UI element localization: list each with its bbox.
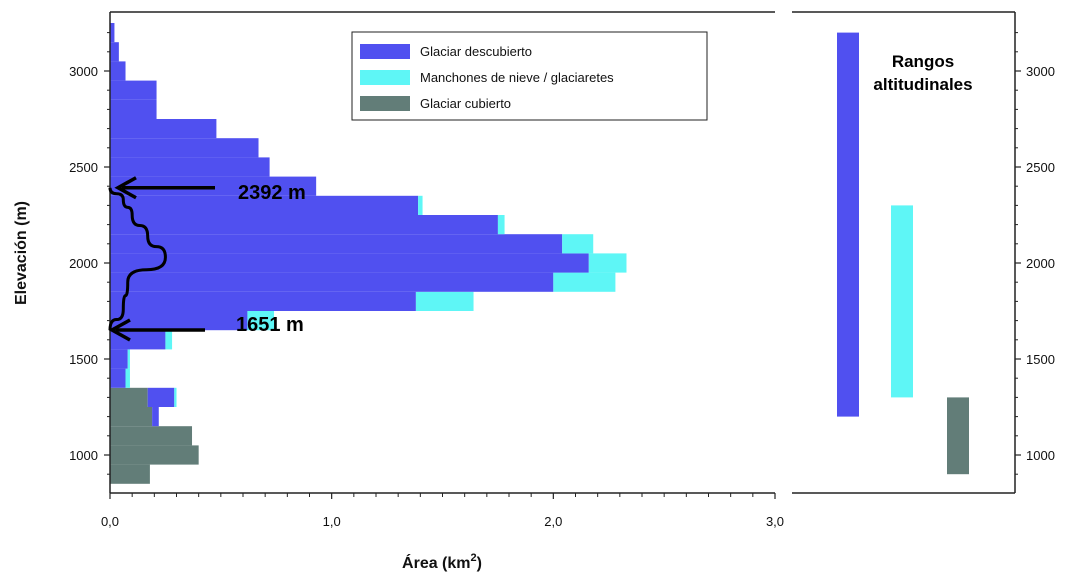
annotation-label: 2392 m <box>238 182 306 204</box>
bar-manchones-de-nieve-glaciaretes-1450 <box>127 349 130 369</box>
bar-glaciar-descubierto-1350 <box>110 368 126 388</box>
y-tick-label: 1500 <box>69 352 98 367</box>
legend-swatch <box>360 44 410 59</box>
bar-glaciar-descubierto-2250 <box>110 195 419 215</box>
bar-glaciar-descubierto-2450 <box>110 157 270 177</box>
y-tick-label: 1000 <box>69 448 98 463</box>
legend-box <box>351 31 708 121</box>
x-axis-title: Área (km2) <box>402 552 482 572</box>
legend-label: Manchones de nieve / glaciaretes <box>420 70 614 85</box>
bar-glaciar-descubierto-1950 <box>110 253 589 273</box>
x-tick-label: 1,0 <box>323 514 341 529</box>
ranges-title-line1: Rangos <box>892 52 954 71</box>
bar-glaciar-cubierto-1250 <box>110 387 148 407</box>
legend-label: Glaciar descubierto <box>420 44 532 59</box>
x-tick-label: 0,0 <box>101 514 119 529</box>
bar-glaciar-cubierto-950 <box>110 445 199 465</box>
bar-manchones-de-nieve-glaciaretes-2050 <box>562 234 594 254</box>
x-tick-label: 3,0 <box>766 514 784 529</box>
y-axis-title: Elevación (m) <box>13 201 30 305</box>
range-bar <box>947 397 969 475</box>
bar-glaciar-descubierto-3050 <box>110 42 119 62</box>
bar-glaciar-descubierto-1450 <box>110 349 128 369</box>
ranges-y-tick-label: 3000 <box>1026 64 1055 79</box>
bar-glaciar-descubierto-2550 <box>110 138 259 158</box>
bar-glaciar-descubierto-2750 <box>110 99 157 119</box>
bar-glaciar-descubierto-1650 <box>110 311 248 331</box>
bar-manchones-de-nieve-glaciaretes-1950 <box>588 253 627 273</box>
bar-glaciar-descubierto-1150 <box>152 407 159 427</box>
bar-manchones-de-nieve-glaciaretes-1250 <box>174 387 177 407</box>
bar-manchones-de-nieve-glaciaretes-1550 <box>165 330 173 350</box>
bar-glaciar-descubierto-3150 <box>110 23 115 43</box>
legend-swatch <box>360 70 410 85</box>
ranges-y-tick-label: 1500 <box>1026 352 1055 367</box>
range-bar <box>891 205 913 398</box>
bar-glaciar-cubierto-1150 <box>110 407 153 427</box>
bar-glaciar-descubierto-1850 <box>110 272 554 292</box>
y-tick-label: 3000 <box>69 64 98 79</box>
x-tick-label: 2,0 <box>544 514 562 529</box>
annotation-arrow-head <box>108 318 131 342</box>
bar-glaciar-cubierto-1050 <box>110 426 193 446</box>
bar-glaciar-descubierto-2650 <box>110 119 217 139</box>
hypsometric-curve <box>108 187 167 331</box>
legend-label: Glaciar cubierto <box>420 96 511 111</box>
annotation-arrow-head <box>114 176 137 200</box>
bar-glaciar-descubierto-1750 <box>110 291 416 311</box>
ranges-y-tick-label: 1000 <box>1026 448 1055 463</box>
bar-glaciar-descubierto-2150 <box>110 215 498 235</box>
ranges-y-tick-label: 2500 <box>1026 160 1055 175</box>
bar-glaciar-cubierto-850 <box>110 464 150 484</box>
range-bar <box>837 32 859 417</box>
bar-glaciar-descubierto-2850 <box>110 80 157 100</box>
bar-glaciar-descubierto-2050 <box>110 234 563 254</box>
bar-glaciar-descubierto-1250 <box>147 387 175 407</box>
bar-manchones-de-nieve-glaciaretes-1350 <box>125 368 130 388</box>
bar-manchones-de-nieve-glaciaretes-1850 <box>553 272 616 292</box>
bar-manchones-de-nieve-glaciaretes-1650 <box>247 311 275 331</box>
bar-glaciar-descubierto-2950 <box>110 61 126 81</box>
annotation-label: 1651 m <box>236 314 304 336</box>
legend-swatch <box>360 96 410 111</box>
ranges-title-line2: altitudinales <box>873 75 972 94</box>
bar-manchones-de-nieve-glaciaretes-1750 <box>415 291 474 311</box>
ranges-y-tick-label: 2000 <box>1026 256 1055 271</box>
bar-manchones-de-nieve-glaciaretes-2150 <box>497 215 505 235</box>
y-tick-label: 2500 <box>69 160 98 175</box>
y-tick-label: 2000 <box>69 256 98 271</box>
bar-manchones-de-nieve-glaciaretes-2250 <box>418 195 423 215</box>
